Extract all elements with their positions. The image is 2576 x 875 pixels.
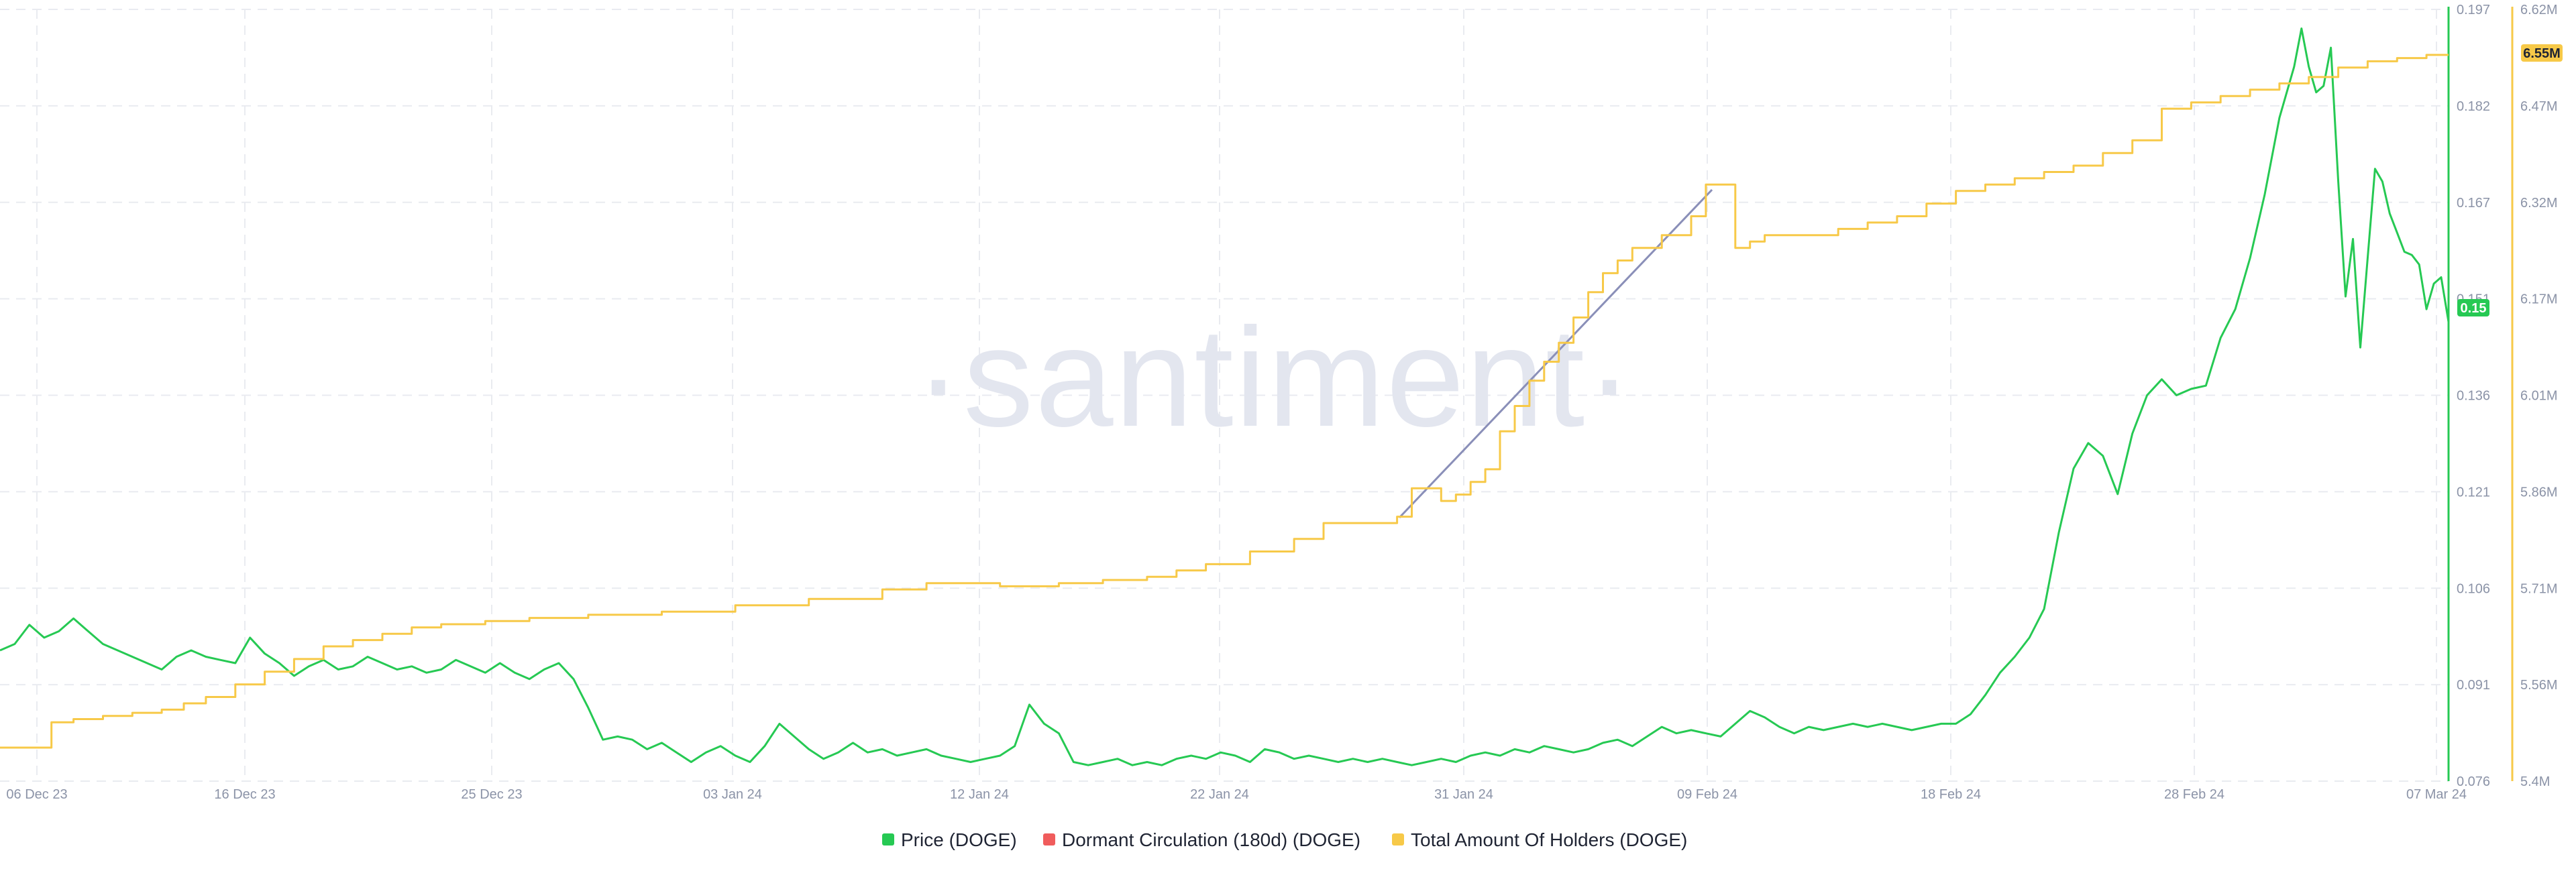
x-tick-label: 07 Mar 24 <box>2406 787 2467 802</box>
x-tick-label: 25 Dec 23 <box>461 787 522 802</box>
legend-swatch-dormant <box>1043 833 1055 845</box>
legend-item-holders[interactable]: Total Amount Of Holders (DOGE) <box>1392 829 1687 850</box>
grid-layer <box>0 9 2449 782</box>
x-tick-label: 12 Jan 24 <box>950 787 1009 802</box>
holders-badge-text: 6.55M <box>2523 46 2561 61</box>
holders-tick-label: 6.62M <box>2520 3 2558 17</box>
holders-value-badge: 6.55M <box>2521 44 2563 62</box>
holders-tick-label: 5.56M <box>2520 678 2558 693</box>
holders-tick-label: 5.71M <box>2520 581 2558 596</box>
x-tick-label: 22 Jan 24 <box>1190 787 1249 802</box>
legend-item-dormant[interactable]: Dormant Circulation (180d) (DOGE) <box>1043 829 1360 850</box>
holders-tick-label: 6.17M <box>2520 292 2558 307</box>
legend-swatch-holders <box>1392 833 1404 845</box>
series-layer <box>0 27 2450 766</box>
x-tick-label: 16 Dec 23 <box>214 787 275 802</box>
price-tick-label: 0.197 <box>2457 3 2490 17</box>
series-line-2[interactable] <box>0 54 2449 749</box>
legend-label-holders: Total Amount Of Holders (DOGE) <box>1411 829 1687 850</box>
series-line-0[interactable] <box>0 27 2450 766</box>
x-tick-label: 28 Feb 24 <box>2164 787 2224 802</box>
legend-label-price: Price (DOGE) <box>901 829 1017 850</box>
price-tick-label: 0.182 <box>2457 99 2490 114</box>
holders-tick-label: 5.86M <box>2520 485 2558 500</box>
x-tick-label: 06 Dec 23 <box>6 787 67 802</box>
holders-axis-ticks: 6.62M 6.47M 6.32M 6.17M 6.01M 5.86M 5.71M 5.56M… <box>2520 3 2558 789</box>
holders-tick-label: 6.32M <box>2520 196 2558 211</box>
price-tick-label: 0.076 <box>2457 774 2490 789</box>
santiment-watermark: ·santiment· <box>915 298 1634 456</box>
x-tick-label: 09 Feb 24 <box>1677 787 1737 802</box>
holders-tick-label: 6.47M <box>2520 99 2558 114</box>
x-tick-label: 31 Jan 24 <box>1434 787 1493 802</box>
legend-label-dormant: Dormant Circulation (180d) (DOGE) <box>1062 829 1360 850</box>
price-badge-text: 0.15 <box>2461 301 2487 316</box>
price-tick-label: 0.121 <box>2457 485 2490 500</box>
legend: Price (DOGE) Dormant Circulation (180d) … <box>882 829 1687 850</box>
price-tick-label: 0.167 <box>2457 196 2490 211</box>
x-tick-label: 03 Jan 24 <box>703 787 762 802</box>
connector-line <box>1398 188 1713 519</box>
holders-tick-label: 6.01M <box>2520 389 2558 404</box>
price-tick-label: 0.091 <box>2457 678 2490 693</box>
legend-swatch-price <box>882 833 894 845</box>
price-tick-label: 0.106 <box>2457 581 2490 596</box>
x-tick-label: 18 Feb 24 <box>1921 787 1981 802</box>
price-tick-label: 0.136 <box>2457 389 2490 404</box>
legend-item-price[interactable]: Price (DOGE) <box>882 829 1017 850</box>
holders-tick-label: 5.4M <box>2520 774 2550 789</box>
x-axis-ticks: 06 Dec 23 16 Dec 23 25 Dec 23 03 Jan 24 12 J… <box>6 787 2467 802</box>
price-value-badge: 0.15 <box>2457 299 2489 316</box>
